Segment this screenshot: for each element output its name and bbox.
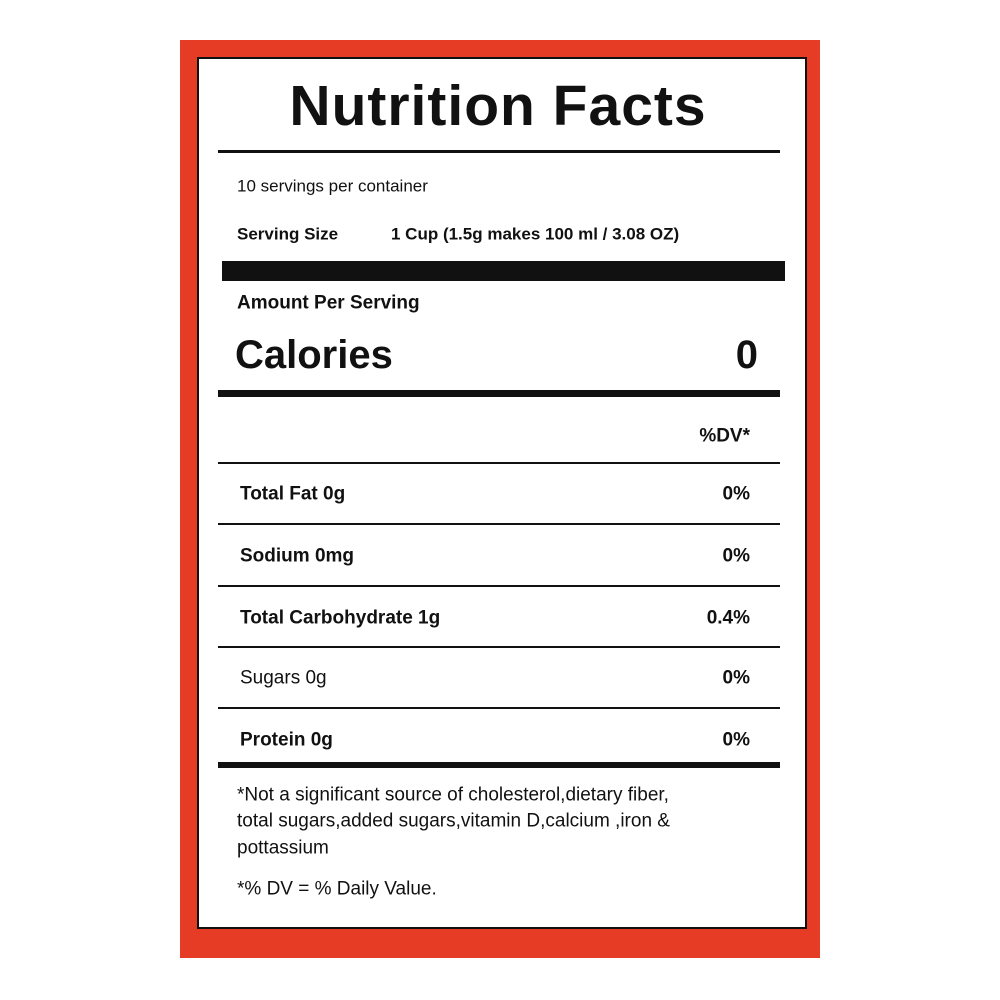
nutrient-name: Total Fat 0g <box>240 483 346 505</box>
calories-label: Calories <box>235 333 393 377</box>
nutrient-name: Total Carbohydrate 1g <box>240 607 441 629</box>
footnote-line: total sugars,added sugars,vitamin D,calc… <box>237 810 670 832</box>
divider <box>218 523 780 525</box>
nutrient-name: Sodium 0mg <box>240 545 355 567</box>
nutrient-dv: 0% <box>722 483 750 505</box>
divider <box>218 150 780 153</box>
serving-size-label: Serving Size <box>237 224 339 244</box>
dv-note: *% DV = % Daily Value. <box>237 878 437 900</box>
nutrient-dv: 0% <box>722 667 750 689</box>
footnote-line: pottassium <box>237 837 329 859</box>
nutrient-dv: 0% <box>722 729 750 751</box>
divider <box>218 585 780 587</box>
label-panel <box>197 57 807 929</box>
nutrient-dv: 0% <box>722 545 750 567</box>
nutrient-name: Protein 0g <box>240 729 333 751</box>
divider <box>218 646 780 648</box>
divider <box>218 762 780 768</box>
divider <box>218 707 780 709</box>
title: Nutrition Facts <box>289 74 707 138</box>
nutrient-dv: 0.4% <box>706 607 750 629</box>
divider <box>218 390 780 397</box>
nutrient-name: Sugars 0g <box>240 667 327 689</box>
servings: 10 servings per container <box>237 176 428 196</box>
serving-size-value: 1 Cup (1.5g makes 100 ml / 3.08 OZ) <box>391 224 680 244</box>
divider <box>218 462 780 464</box>
calories-value: 0 <box>735 333 758 377</box>
amount-per-serving: Amount Per Serving <box>237 292 420 314</box>
thick-bar <box>222 261 785 281</box>
footnote-line: *Not a significant source of cholesterol… <box>237 784 669 806</box>
dv-header: %DV* <box>699 425 750 447</box>
